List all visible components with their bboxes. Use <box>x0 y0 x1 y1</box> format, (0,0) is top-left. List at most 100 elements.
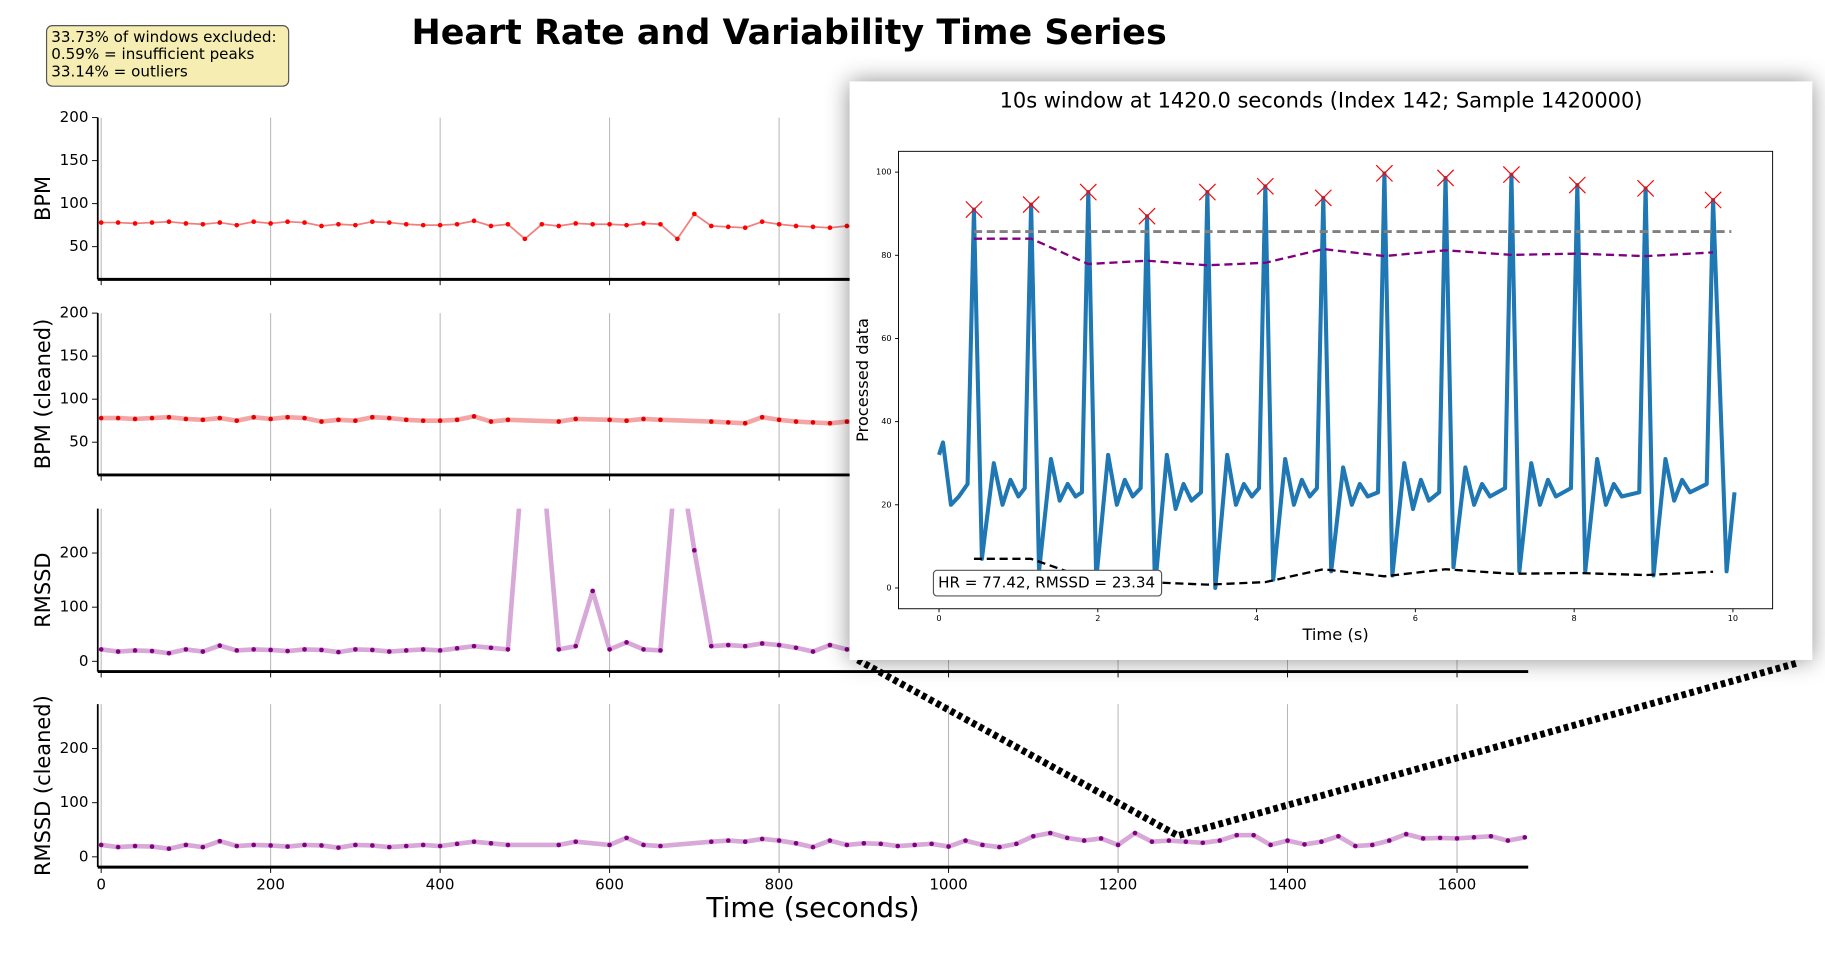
peak-marker <box>1502 166 1520 184</box>
data-point <box>115 415 121 421</box>
data-point <box>234 418 240 424</box>
y-tick-label: 50 <box>69 433 88 451</box>
y-tick-label: 50 <box>69 237 88 255</box>
data-point <box>183 221 189 226</box>
data-point <box>963 838 968 843</box>
x-tick-label: 1200 <box>1099 876 1138 894</box>
data-point <box>319 843 324 848</box>
data-point <box>336 417 341 423</box>
x-axis-label: Time (seconds) <box>705 891 919 924</box>
data-point <box>302 647 307 652</box>
data-point <box>793 840 799 846</box>
data-point <box>556 842 562 848</box>
x-tick-label: 400 <box>426 876 455 894</box>
data-point <box>420 222 426 228</box>
data-point <box>98 220 104 225</box>
data-point <box>776 838 782 843</box>
data-point <box>556 419 562 424</box>
peak-marker <box>1022 195 1040 214</box>
data-point <box>115 220 121 225</box>
data-point <box>251 842 257 848</box>
y-tick-label: 200 <box>60 544 89 562</box>
data-point <box>539 221 545 227</box>
data-point <box>420 647 426 652</box>
data-point <box>708 223 714 229</box>
data-point <box>1047 830 1053 836</box>
data-point <box>166 414 172 420</box>
data-point <box>759 836 765 842</box>
data-point <box>590 588 595 594</box>
data-point <box>1030 833 1036 839</box>
data-point <box>471 839 477 845</box>
data-point <box>742 225 748 231</box>
data-point <box>759 414 765 420</box>
x-tick-label: 200 <box>256 876 285 894</box>
data-point <box>607 842 612 848</box>
data-point <box>302 415 307 421</box>
x-tick-label: 1600 <box>1438 876 1477 894</box>
data-line <box>100 830 1526 852</box>
data-point <box>353 222 358 228</box>
data-point <box>234 648 240 653</box>
data-point <box>200 221 206 227</box>
data-point <box>573 643 579 649</box>
y-tick-label: 100 <box>876 167 892 177</box>
data-point <box>217 220 223 225</box>
data-point <box>607 221 612 227</box>
data-line <box>937 171 1737 590</box>
data-point <box>353 842 358 848</box>
peak-marker <box>1375 164 1393 182</box>
data-point <box>217 415 223 421</box>
annotation: HR = 77.42, RMSSD = 23.34 <box>938 574 1155 592</box>
data-point <box>1403 831 1409 837</box>
data-point <box>386 220 392 225</box>
figure-title: Heart Rate and Variability Time Series <box>411 13 1166 53</box>
data-point <box>844 419 850 424</box>
data-point <box>200 417 206 423</box>
data-point <box>573 839 579 845</box>
x-tick-label: 0 <box>96 876 106 894</box>
data-point <box>217 643 223 648</box>
data-point <box>725 838 731 843</box>
data-point <box>556 647 562 652</box>
data-point <box>844 223 850 229</box>
data-point <box>827 420 833 426</box>
data-point <box>725 420 731 425</box>
data-point <box>844 842 850 848</box>
data-point <box>658 648 663 653</box>
data-point <box>1505 838 1511 843</box>
data-point <box>793 419 799 424</box>
peak-marker <box>1256 177 1274 195</box>
zoom-connector <box>856 656 1797 840</box>
data-point <box>132 843 138 849</box>
data-point <box>624 418 629 424</box>
data-point <box>675 442 680 447</box>
y-axis-label: RMSSD (cleaned) <box>31 695 55 876</box>
data-point <box>1488 833 1494 839</box>
data-point <box>641 647 646 652</box>
x-tick-label: 800 <box>765 876 794 894</box>
data-point <box>725 642 731 648</box>
data-point <box>607 647 612 652</box>
data-point <box>166 219 172 225</box>
y-tick-label: 0 <box>886 582 891 592</box>
data-point <box>285 648 290 654</box>
x-tick-label: 1000 <box>929 876 968 894</box>
data-point <box>454 645 460 651</box>
data-point <box>285 219 290 225</box>
data-point <box>523 432 528 437</box>
data-point <box>370 219 375 225</box>
y-tick-label: 40 <box>881 416 891 426</box>
data-point <box>1234 832 1240 838</box>
data-point <box>658 221 663 227</box>
data-point <box>810 649 816 654</box>
data-point <box>302 842 307 848</box>
data-point <box>183 647 189 652</box>
y-tick-label: 100 <box>60 194 89 212</box>
data-point <box>793 223 799 229</box>
data-point <box>403 417 409 423</box>
data-point <box>1522 835 1528 840</box>
y-tick-label: 0 <box>79 847 89 865</box>
x-tick-label: 10 <box>1728 613 1738 623</box>
data-point <box>624 640 629 645</box>
